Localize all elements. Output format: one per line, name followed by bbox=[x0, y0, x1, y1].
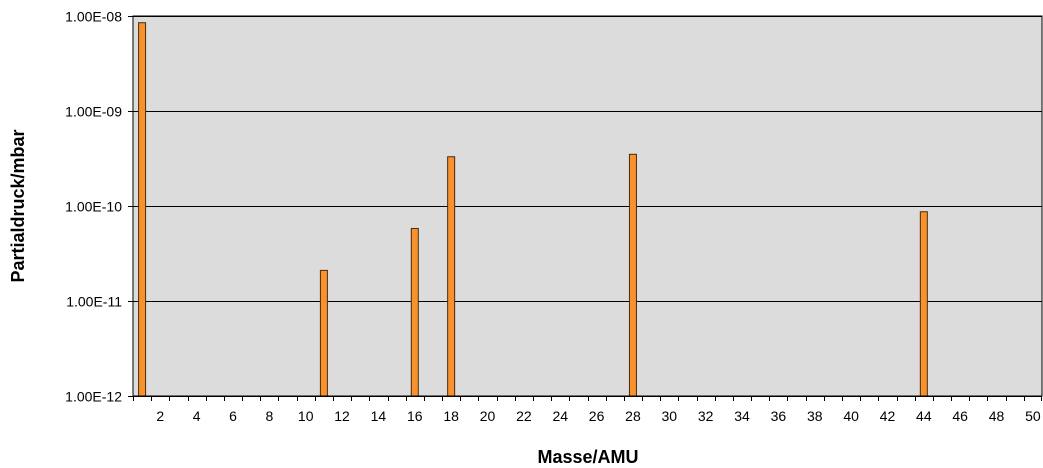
x-tick-label: 48 bbox=[989, 408, 1005, 424]
bar-mass-1 bbox=[138, 22, 147, 397]
x-tick-label: 26 bbox=[589, 408, 605, 424]
x-tick-label: 34 bbox=[734, 408, 750, 424]
x-tick-label: 44 bbox=[916, 408, 932, 424]
x-tick-label: 16 bbox=[407, 408, 423, 424]
y-tick-label: 1.00E-08 bbox=[65, 9, 122, 25]
x-tick-label: 6 bbox=[229, 408, 237, 424]
bar-mass-44 bbox=[919, 211, 928, 397]
x-tick-label: 38 bbox=[807, 408, 823, 424]
y-tick-label: 1.00E-10 bbox=[65, 199, 122, 215]
x-tick-label: 24 bbox=[552, 408, 568, 424]
x-tick-label: 50 bbox=[1025, 408, 1041, 424]
x-tick-label: 42 bbox=[880, 408, 896, 424]
y-tick-label: 1.00E-11 bbox=[66, 294, 122, 310]
x-tick-label: 36 bbox=[771, 408, 787, 424]
x-tick-label: 20 bbox=[480, 408, 496, 424]
x-tick-label: 46 bbox=[952, 408, 968, 424]
x-tick-label: 8 bbox=[265, 408, 273, 424]
y-axis-title: Partialdruck/mbar bbox=[8, 129, 28, 282]
y-axis-ticks: 1.00E-12 1.00E-11 1.00E-10 1.00E-09 1.00E-08 bbox=[65, 9, 133, 405]
bar-mass-16 bbox=[410, 227, 419, 397]
x-tick-label: 2 bbox=[156, 408, 164, 424]
x-tick-label: 28 bbox=[625, 408, 641, 424]
bar-mass-11 bbox=[319, 269, 328, 397]
x-tick-label: 32 bbox=[698, 408, 714, 424]
y-tick-label: 1.00E-12 bbox=[65, 389, 122, 405]
bar-mass-18 bbox=[447, 156, 456, 397]
x-tick-label: 12 bbox=[334, 408, 350, 424]
x-tick-label: 14 bbox=[371, 408, 387, 424]
x-tick-label: 10 bbox=[298, 408, 314, 424]
x-tick-label: 22 bbox=[516, 408, 532, 424]
x-axis-ticks: 2 4 6 8 10 12 14 16 18 20 22 24 26 28 30 32 34 36 38 40 42 44… bbox=[133, 396, 1042, 424]
x-axis-title: Masse/AMU bbox=[537, 447, 638, 467]
x-tick-label: 30 bbox=[662, 408, 678, 424]
bar-mass-28 bbox=[628, 153, 637, 397]
y-tick-label: 1.00E-09 bbox=[65, 104, 122, 120]
x-tick-label: 4 bbox=[193, 408, 201, 424]
x-tick-label: 18 bbox=[443, 408, 459, 424]
x-tick-label: 40 bbox=[843, 408, 859, 424]
